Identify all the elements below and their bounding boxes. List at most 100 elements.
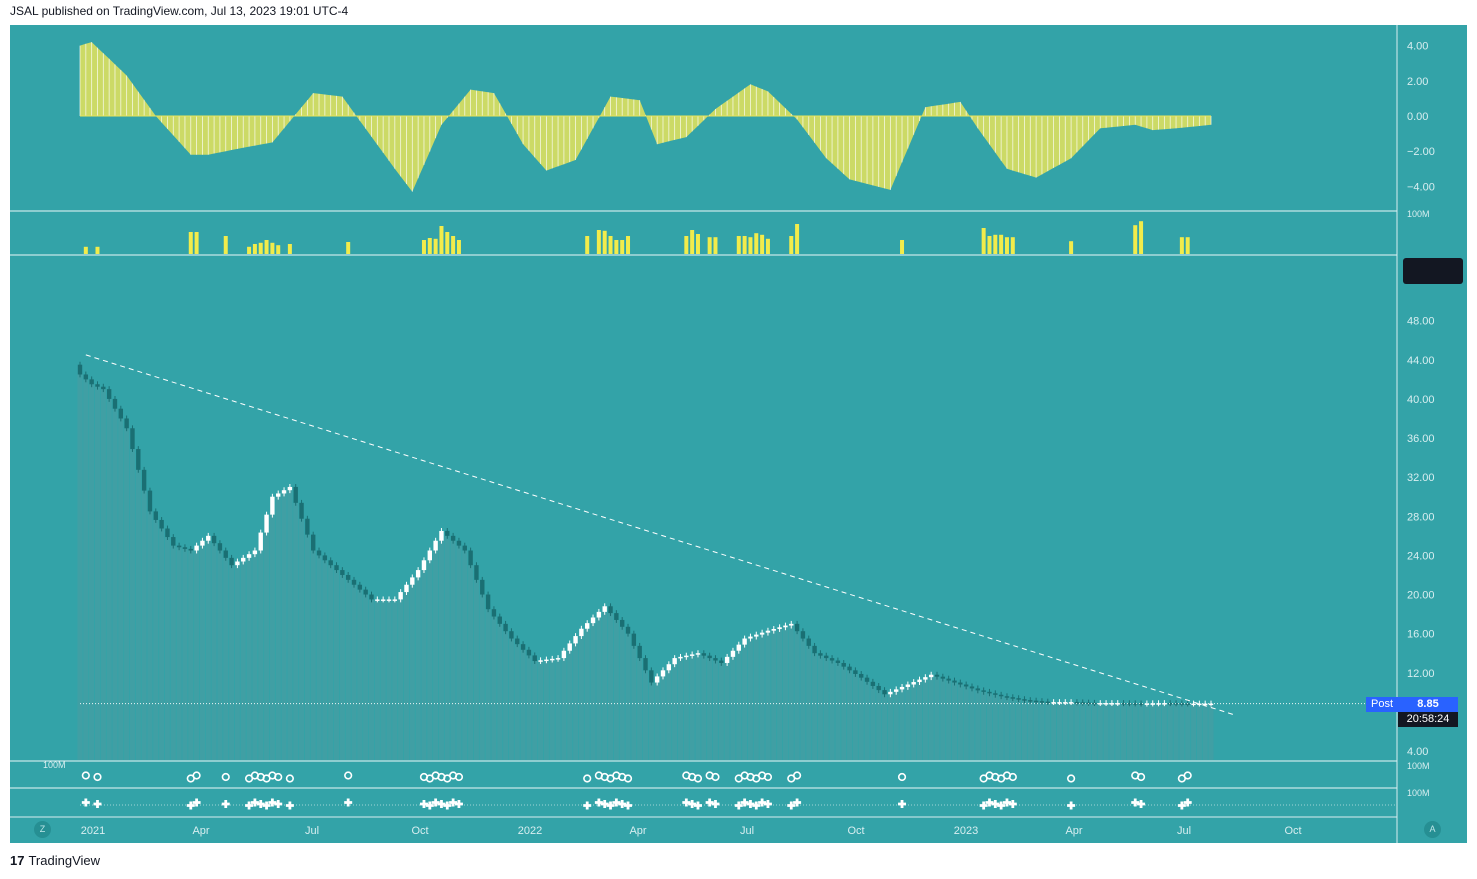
time-tick-label: Apr — [1065, 825, 1082, 837]
volume-bar — [736, 236, 741, 254]
candle-body — [515, 638, 520, 645]
candle-body — [491, 609, 497, 617]
shadow-column — [491, 616, 497, 760]
volume-bar — [608, 236, 613, 254]
shadow-column — [701, 655, 707, 760]
candle-body — [736, 644, 741, 651]
shadow-column — [981, 691, 987, 760]
time-tick-label: 2021 — [81, 825, 105, 837]
candle-body — [783, 625, 788, 628]
volume-bar — [585, 236, 590, 254]
shadow-column — [654, 682, 660, 760]
time-tick-label: Oct — [847, 825, 864, 837]
shadow-column — [963, 686, 969, 760]
auto-scale-button[interactable]: Z — [34, 821, 51, 838]
candle-body — [415, 570, 421, 578]
candle-body — [503, 623, 508, 632]
shadow-column — [299, 518, 305, 760]
volume-bar — [626, 236, 631, 254]
candle-body — [118, 408, 124, 419]
shadow-column — [1132, 703, 1138, 760]
shadow-column — [549, 659, 555, 760]
shadow-column — [538, 661, 544, 760]
shadow-column — [479, 594, 485, 760]
shadow-column — [1126, 703, 1132, 760]
shadow-column — [625, 633, 631, 760]
volume-bar — [695, 234, 700, 254]
signal-cross — [612, 798, 621, 807]
tradingview-brand[interactable]: 17 TradingView — [10, 853, 100, 868]
signal-cross — [705, 798, 714, 807]
candle-body — [334, 565, 339, 571]
signal-cross — [583, 801, 592, 810]
candle-body — [200, 540, 205, 546]
time-tick-label: 2023 — [954, 825, 978, 837]
candle-body — [217, 543, 223, 551]
signal-circle — [1008, 772, 1017, 782]
shadow-column — [1021, 700, 1027, 760]
price-tick-label: 4.00 — [1407, 746, 1428, 758]
shadow-column — [817, 655, 823, 760]
oscillator-tick-label: −2.00 — [1407, 146, 1435, 158]
shadow-column — [608, 613, 614, 760]
auto-button[interactable]: A — [1424, 821, 1441, 838]
post-label: Post — [1366, 697, 1398, 712]
shadow-column — [240, 561, 246, 760]
shadow-column — [176, 547, 182, 760]
shadow-column — [100, 389, 106, 760]
volume-bar — [252, 244, 257, 254]
candle-body — [958, 682, 963, 685]
signal-circle — [1183, 771, 1192, 780]
shadow-column — [328, 565, 334, 760]
shadow-column — [211, 543, 217, 760]
candle-body — [462, 545, 467, 551]
candle-body — [573, 636, 578, 644]
candle-body — [147, 490, 153, 512]
candle-body — [112, 398, 118, 409]
signal-circle — [454, 772, 464, 782]
candle-body — [695, 653, 701, 655]
candle-body — [404, 584, 409, 593]
shadow-column — [1074, 702, 1080, 760]
candle-body — [421, 560, 427, 571]
shadow-column — [677, 658, 683, 760]
shadow-column — [1016, 699, 1022, 760]
shadow-column — [1144, 703, 1150, 760]
signal-cross — [624, 801, 633, 810]
candle-body — [730, 650, 736, 657]
shadow-column — [747, 638, 753, 760]
shadow-column — [357, 589, 363, 760]
signal-cross — [618, 800, 627, 808]
candle-body — [433, 540, 438, 551]
signal-circle — [344, 771, 353, 780]
candle-body — [928, 674, 934, 678]
shadow-column — [765, 632, 771, 760]
candle-body — [474, 565, 479, 580]
candle-body — [311, 534, 316, 551]
shadow-column — [584, 628, 590, 760]
candle-body — [789, 623, 794, 626]
shadow-column — [806, 645, 812, 760]
shadow-column — [334, 570, 340, 760]
candle-body — [812, 645, 817, 654]
candle-body — [689, 654, 695, 656]
candle-body — [888, 691, 893, 695]
shadow-column — [1039, 701, 1045, 760]
signal-cross — [192, 798, 201, 807]
candle-body — [258, 532, 263, 551]
shadow-column — [433, 550, 439, 760]
signal-cross — [787, 801, 796, 810]
candle-body — [894, 689, 899, 692]
candle-body — [363, 589, 368, 595]
candle-body — [83, 374, 89, 380]
signal-cross — [758, 798, 767, 807]
shadow-column — [444, 535, 450, 760]
candle-body — [1109, 703, 1115, 705]
volume-bar — [1069, 241, 1074, 254]
signal-cross — [186, 801, 195, 810]
shadow-column — [841, 666, 847, 760]
signal-cross — [740, 798, 749, 807]
shadow-column — [771, 630, 777, 760]
shadow-column — [707, 658, 713, 760]
